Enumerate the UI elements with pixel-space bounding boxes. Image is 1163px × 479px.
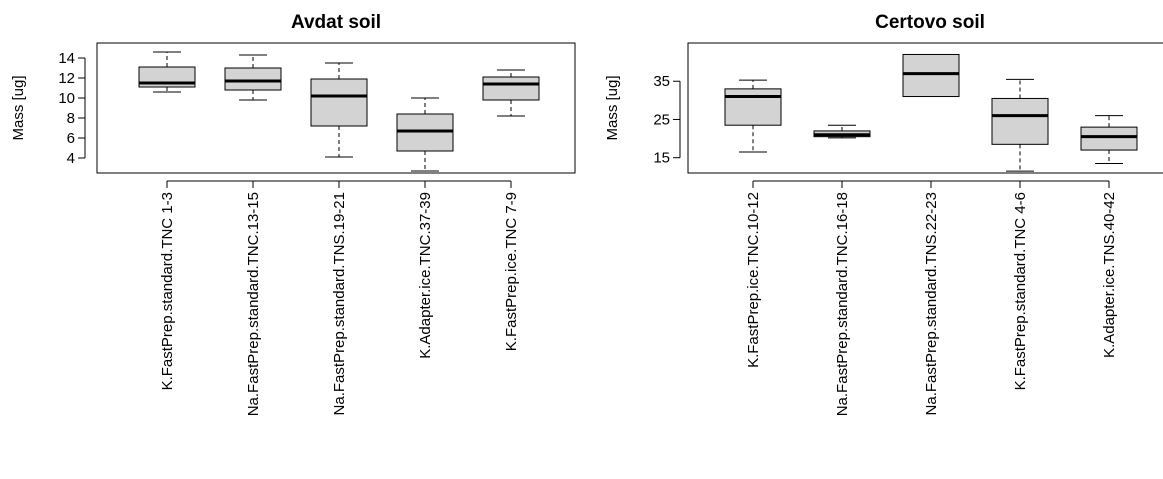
box-iqr: [482, 76, 540, 101]
box-3: [310, 62, 368, 158]
x-tick-label: K.Adapter.ice.TNS.40-42: [1101, 192, 1118, 358]
box-iqr: [310, 78, 368, 127]
box-2: [813, 124, 871, 139]
y-tick-label: 12: [58, 70, 75, 87]
x-axis-avdat: K.FastPrep.standard.TNC 1-3 Na.FastPrep.s…: [159, 180, 520, 416]
box-5: [482, 69, 540, 117]
y-axis-certovo: 15 25 35: [653, 73, 681, 167]
x-tick-label: Na.FastPrep.standard.TNC.13-15: [245, 192, 262, 416]
x-tick-label: K.FastPrep.ice.TNC 7-9: [503, 192, 520, 351]
plot-frame-certovo: [687, 42, 1163, 174]
box-iqr: [224, 67, 282, 91]
y-tick-label: 4: [67, 150, 75, 167]
panel-certovo: Certovo soil Mass [ug] 15 25 35 K.FastPrep…: [604, 12, 1163, 416]
box-4: [396, 97, 454, 172]
box-3: [902, 53, 960, 98]
y-axis-label-certovo: Mass [ug]: [604, 75, 621, 140]
x-tick-label: K.FastPrep.standard.TNC 1-3: [159, 192, 176, 390]
y-tick-label: 8: [67, 110, 75, 127]
y-tick-label: 6: [67, 130, 75, 147]
y-tick-label: 14: [58, 50, 75, 67]
y-tick-label: 10: [58, 90, 75, 107]
chart-title-certovo: Certovo soil: [875, 12, 985, 33]
box-iqr: [902, 53, 960, 98]
x-tick-label: K.FastPrep.ice.TNC.10-12: [745, 192, 762, 368]
y-axis-avdat: 4 6 8 10 12 14: [58, 50, 86, 167]
box-iqr: [724, 88, 782, 126]
boxes-certovo: [724, 53, 1138, 172]
y-tick-label: 35: [653, 73, 670, 90]
box-2: [224, 54, 282, 101]
x-tick-label: Na.FastPrep.standard.TNS.22-23: [923, 192, 940, 415]
boxes-avdat: [138, 51, 540, 172]
x-tick-label: Na.FastPrep.standard.TNC.16-18: [834, 192, 851, 416]
chart-title-avdat: Avdat soil: [291, 12, 381, 33]
panel-avdat: Avdat soil Mass [ug] 4 6 8 10 12 14 K.FastPre…: [10, 12, 576, 416]
y-tick-label: 25: [653, 111, 670, 128]
box-4: [991, 78, 1049, 172]
x-tick-label: K.FastPrep.standard.TNC 4-6: [1012, 192, 1029, 390]
box-1: [138, 51, 196, 93]
box-iqr: [991, 97, 1049, 145]
box-1: [724, 79, 782, 153]
box-iqr: [1080, 126, 1138, 151]
y-tick-label: 15: [653, 150, 670, 167]
plot-frame-avdat: [96, 42, 576, 174]
x-axis-certovo: K.FastPrep.ice.TNC.10-12 Na.FastPrep.stan…: [745, 180, 1118, 416]
x-tick-label: Na.FastPrep.standard.TNS.19-21: [331, 192, 348, 415]
box-5: [1080, 115, 1138, 164]
x-tick-label: K.Adapter.ice.TNC.37-39: [417, 192, 434, 359]
y-axis-label-avdat: Mass [ug]: [10, 75, 27, 140]
